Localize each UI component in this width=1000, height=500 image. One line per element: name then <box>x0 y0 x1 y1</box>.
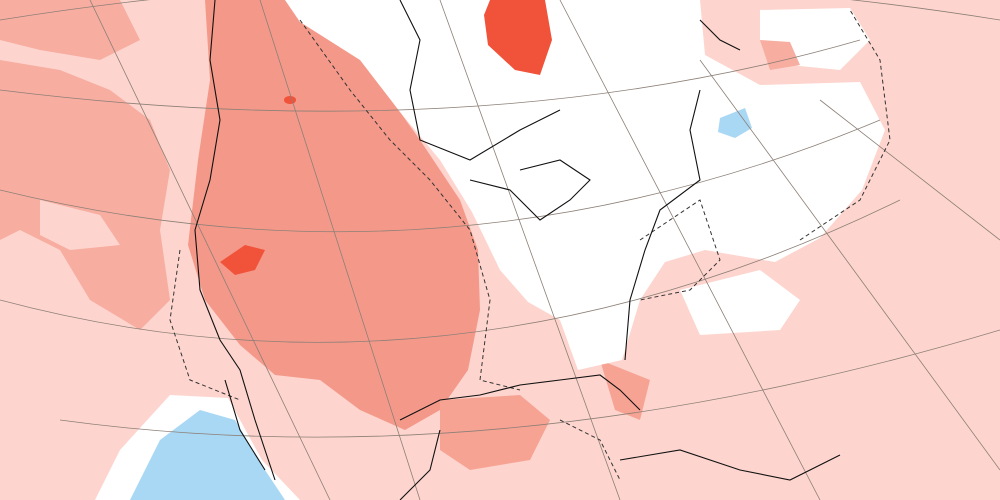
parallel <box>0 199 901 343</box>
cool-gap <box>40 200 120 250</box>
contour <box>799 9 891 241</box>
warm-area <box>188 0 480 430</box>
meridian <box>559 0 821 500</box>
coastline <box>194 0 276 481</box>
coastline <box>399 0 561 161</box>
strong-warm-area <box>484 0 552 75</box>
parallel <box>59 329 1000 438</box>
contour <box>169 249 241 401</box>
coastlines <box>194 0 841 500</box>
meridian <box>259 0 421 500</box>
meridian <box>89 0 331 500</box>
coastline <box>399 374 641 421</box>
parallel <box>0 39 861 112</box>
coastline <box>399 429 441 500</box>
cool-area <box>718 108 752 138</box>
neutral-area <box>680 270 800 335</box>
parallel <box>0 0 1000 21</box>
parallel <box>0 119 881 233</box>
warm-area <box>760 40 800 70</box>
coastline <box>699 19 741 51</box>
coastline <box>619 449 841 481</box>
meridian <box>699 59 1000 471</box>
warm-area <box>600 360 650 420</box>
contour <box>299 19 521 391</box>
coastline <box>469 159 591 221</box>
strong-warm-area <box>284 96 296 104</box>
coastline <box>624 89 701 361</box>
coastline <box>224 379 266 471</box>
warm-area <box>0 60 170 330</box>
strong-warm-area <box>220 245 265 275</box>
warm-area <box>440 395 550 470</box>
meridian <box>439 0 621 500</box>
contour <box>559 419 621 481</box>
cool-area <box>130 410 285 500</box>
contour <box>639 199 721 301</box>
meridian <box>819 99 1000 241</box>
